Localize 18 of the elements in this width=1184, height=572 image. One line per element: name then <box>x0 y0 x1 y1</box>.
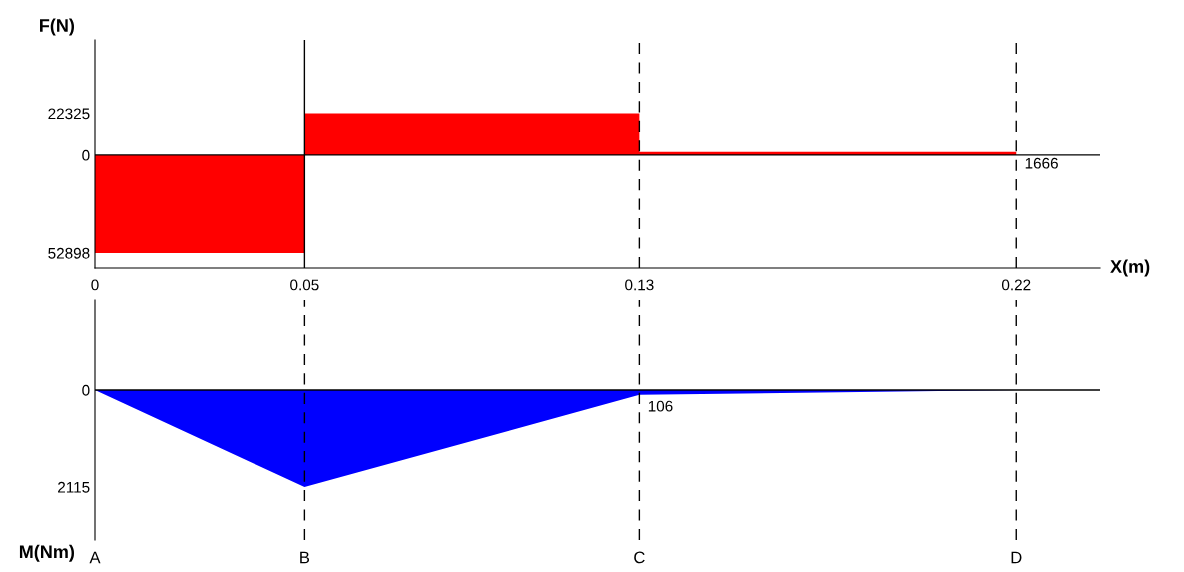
text: A <box>89 551 101 564</box>
text: D <box>1011 551 1022 564</box>
annotation: 1666 <box>1025 157 1058 169</box>
y-axis-title: M(Nm) <box>19 544 74 562</box>
y-tick-label: 0 <box>82 384 90 396</box>
annotation: 106 <box>648 400 673 412</box>
y-tick-label: 52898 <box>48 247 90 259</box>
y-axis-title: F(N) <box>40 18 74 36</box>
text: C <box>634 551 645 564</box>
x-tick-label: 0.22 <box>1001 279 1031 291</box>
y-tick-label: 2115 <box>58 481 90 493</box>
x-tick-label: 0 <box>91 279 99 291</box>
y-tick-label: 22325 <box>48 108 90 120</box>
x-tick-label: 0.05 <box>290 279 319 291</box>
x-axis-title: X(m) <box>1110 259 1150 277</box>
y-tick-label: 0 <box>82 149 90 161</box>
x-tick-label: 0.13 <box>625 279 654 291</box>
text: B <box>300 551 310 564</box>
